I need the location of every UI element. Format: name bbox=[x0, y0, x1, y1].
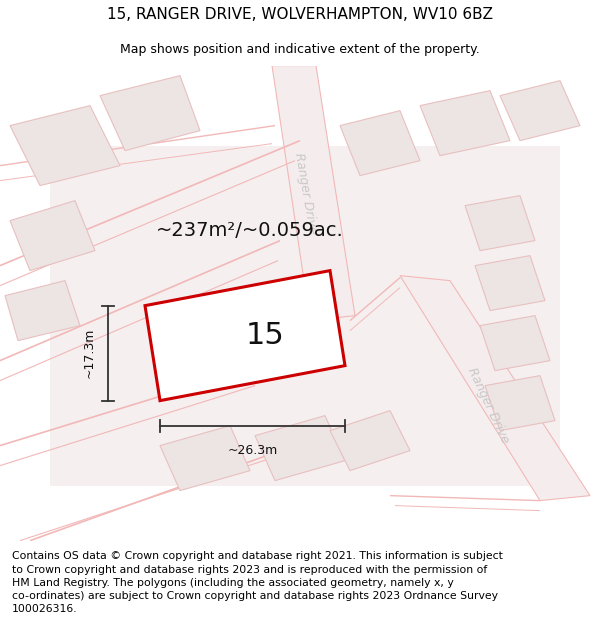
Polygon shape bbox=[475, 256, 545, 311]
Text: 15: 15 bbox=[245, 321, 284, 350]
Polygon shape bbox=[500, 81, 580, 141]
Polygon shape bbox=[420, 91, 510, 156]
Polygon shape bbox=[330, 411, 410, 471]
Polygon shape bbox=[145, 271, 345, 401]
Text: Ranger Drive: Ranger Drive bbox=[292, 152, 320, 235]
Text: Ranger Drive: Ranger Drive bbox=[465, 366, 511, 446]
Polygon shape bbox=[272, 66, 355, 321]
Polygon shape bbox=[480, 316, 550, 371]
Polygon shape bbox=[400, 276, 590, 501]
Polygon shape bbox=[485, 376, 555, 431]
Polygon shape bbox=[340, 111, 420, 176]
Text: Contains OS data © Crown copyright and database right 2021. This information is : Contains OS data © Crown copyright and d… bbox=[12, 551, 503, 614]
Polygon shape bbox=[10, 106, 120, 186]
Polygon shape bbox=[160, 426, 250, 491]
Polygon shape bbox=[255, 416, 345, 481]
Text: 15, RANGER DRIVE, WOLVERHAMPTON, WV10 6BZ: 15, RANGER DRIVE, WOLVERHAMPTON, WV10 6B… bbox=[107, 7, 493, 22]
Text: ~237m²/~0.059ac.: ~237m²/~0.059ac. bbox=[156, 221, 344, 240]
Text: ~17.3m: ~17.3m bbox=[83, 328, 96, 378]
Polygon shape bbox=[10, 201, 95, 271]
Polygon shape bbox=[465, 196, 535, 251]
Text: Map shows position and indicative extent of the property.: Map shows position and indicative extent… bbox=[120, 42, 480, 56]
Polygon shape bbox=[5, 281, 80, 341]
Polygon shape bbox=[50, 146, 560, 486]
Polygon shape bbox=[100, 76, 200, 151]
Text: ~26.3m: ~26.3m bbox=[227, 444, 278, 457]
